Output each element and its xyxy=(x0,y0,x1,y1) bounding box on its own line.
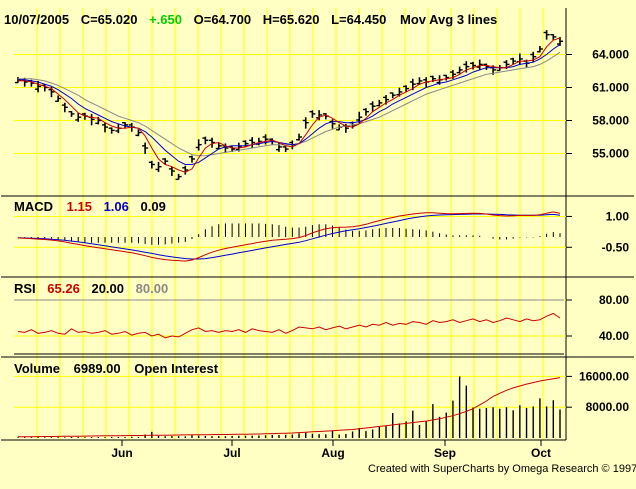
macd-value: 1.15 xyxy=(67,199,92,214)
header-study: Mov Avg 3 lines xyxy=(400,12,497,27)
header-high: H=65.620 xyxy=(263,12,320,27)
horizontal-gridlines xyxy=(14,54,566,408)
macd-label: MACD xyxy=(14,199,53,214)
header-readout: 10/07/2005 C=65.020 +.650 O=64.700 H=65.… xyxy=(4,12,497,27)
rsi-label: RSI xyxy=(14,281,36,296)
y-tick-label: 55.000 xyxy=(592,147,629,161)
y-tick-label: 16000.00 xyxy=(579,369,629,383)
volume-panel xyxy=(17,376,561,438)
rsi-line xyxy=(17,312,561,339)
volume-label: Volume xyxy=(14,361,60,376)
x-axis-month-labels: Jun Jul Aug Sep Oct xyxy=(111,440,551,460)
header-open: O=64.700 xyxy=(194,12,251,27)
y-tick-label: 58.000 xyxy=(592,114,629,128)
slow-moving-average-line xyxy=(18,51,561,157)
y-tick-label: 64.000 xyxy=(592,48,629,62)
fast-moving-average-line xyxy=(18,37,561,173)
rsi-lower-value: 20.00 xyxy=(91,281,124,296)
vertical-gridlines xyxy=(1,8,567,441)
macd-panel xyxy=(17,211,561,262)
footer-credit: Created with SuperCharts by Omega Resear… xyxy=(368,463,636,475)
panel-separators xyxy=(1,195,634,358)
rsi-value: 65.26 xyxy=(47,281,80,296)
y-tick-label: 8000.00 xyxy=(586,400,630,414)
x-tick-label: Oct xyxy=(531,446,551,460)
x-tick-label: Jul xyxy=(223,446,240,460)
volume-value: 6989.00 xyxy=(74,361,121,376)
volume-readout: Volume 6989.00 Open Interest xyxy=(14,361,219,376)
x-tick-label: Aug xyxy=(321,446,344,460)
y-tick-label: 40.00 xyxy=(599,329,629,343)
rsi-readout: RSI 65.26 20.00 80.00 xyxy=(14,281,168,296)
price-panel xyxy=(15,30,563,181)
y-axis-ticks: 64.000 61.000 58.000 55.000 1.00 -0.50 80.00 40… xyxy=(566,48,630,414)
mid-moving-average-line xyxy=(18,44,561,165)
macd-signal-value: 1.06 xyxy=(104,199,129,214)
rsi-panel xyxy=(14,299,564,355)
macd-signal-line xyxy=(17,213,561,260)
x-tick-label: Jun xyxy=(111,446,132,460)
y-tick-label: -0.50 xyxy=(602,240,630,254)
header-change: +.650 xyxy=(149,12,182,27)
y-tick-label: 80.00 xyxy=(599,293,629,307)
open-interest-line xyxy=(18,377,561,438)
macd-histogram-value: 0.09 xyxy=(141,199,166,214)
header-low: L=64.450 xyxy=(331,12,386,27)
y-tick-label: 1.00 xyxy=(606,209,630,223)
rsi-upper-value: 80.00 xyxy=(136,281,169,296)
y-tick-label: 61.000 xyxy=(592,81,629,95)
macd-readout: MACD 1.15 1.06 0.09 xyxy=(14,199,166,214)
macd-line xyxy=(17,211,561,262)
header-date: 10/07/2005 xyxy=(4,12,69,27)
open-interest-label: Open Interest xyxy=(134,361,218,376)
x-tick-label: Sep xyxy=(434,446,456,460)
header-close: C=65.020 xyxy=(81,12,138,27)
